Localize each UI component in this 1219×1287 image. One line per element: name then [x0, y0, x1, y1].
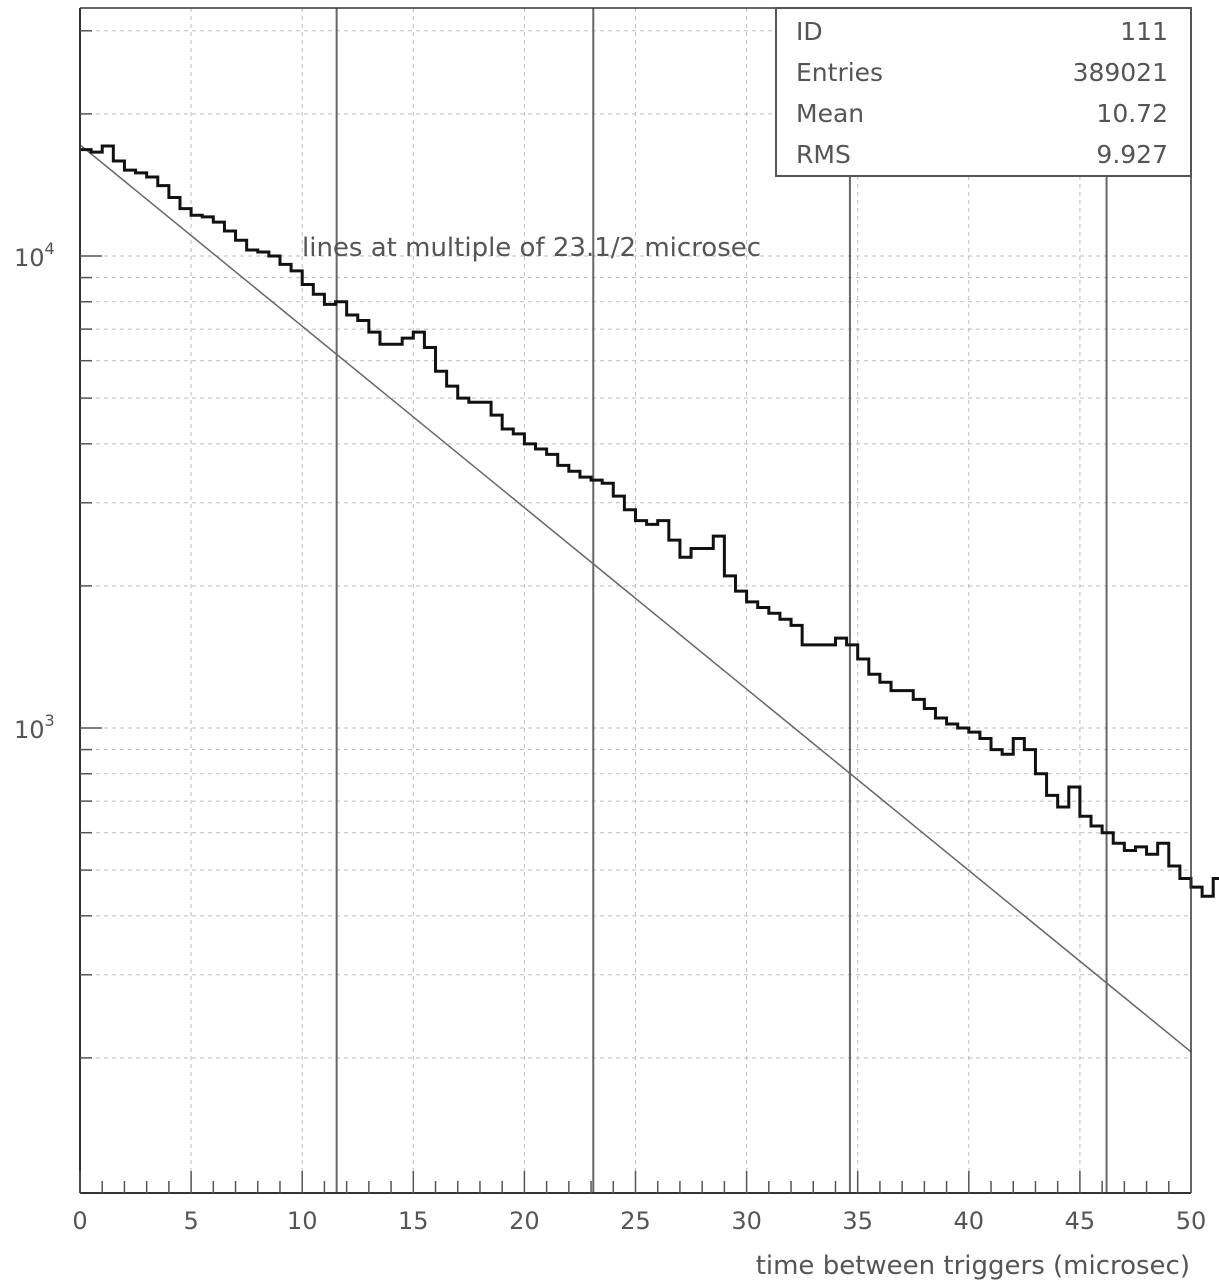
stats-label-mean: Mean — [796, 99, 864, 128]
stats-label-id: ID — [796, 17, 823, 46]
fit-line-group — [79, 144, 1192, 1053]
x-tick-label: 15 — [398, 1207, 429, 1235]
x-tick-label: 30 — [731, 1207, 762, 1235]
histogram-series — [80, 144, 1219, 898]
stats-box: ID 111 Entries 389021 Mean 10.72 RMS 9.9… — [775, 7, 1192, 177]
x-tick-label: 25 — [620, 1207, 651, 1235]
multiple-marker-lines — [335, 8, 1108, 1193]
stats-label-rms: RMS — [796, 140, 851, 169]
x-tick-label: 50 — [1176, 1207, 1207, 1235]
axes: 0 5 10 15 20 25 30 35 40 45 50 104 103 — [14, 7, 1207, 1235]
y-tick-label: 103 — [14, 711, 55, 744]
stats-label-entries: Entries — [796, 58, 883, 87]
x-tick-label: 5 — [183, 1207, 198, 1235]
x-axis-label: time between triggers (microsec) — [756, 1251, 1190, 1281]
annotation-text: lines at multiple of 23.1/2 microsec — [302, 233, 761, 263]
x-tick-label: 45 — [1065, 1207, 1096, 1235]
stats-value-rms: 9.927 — [1096, 140, 1168, 169]
histogram-line — [80, 144, 1219, 898]
x-tick-label: 40 — [954, 1207, 985, 1235]
x-tick-label: 20 — [509, 1207, 540, 1235]
x-tick-label: 35 — [842, 1207, 873, 1235]
stats-value-entries: 389021 — [1073, 58, 1168, 87]
stats-value-id: 111 — [1120, 17, 1168, 46]
fit-line — [79, 144, 1192, 1053]
stats-value-mean: 10.72 — [1096, 99, 1168, 128]
x-tick-label: 0 — [72, 1207, 87, 1235]
x-tick-label: 10 — [287, 1207, 318, 1235]
grid-lines — [79, 8, 1192, 1193]
y-tick-label: 104 — [14, 239, 55, 272]
